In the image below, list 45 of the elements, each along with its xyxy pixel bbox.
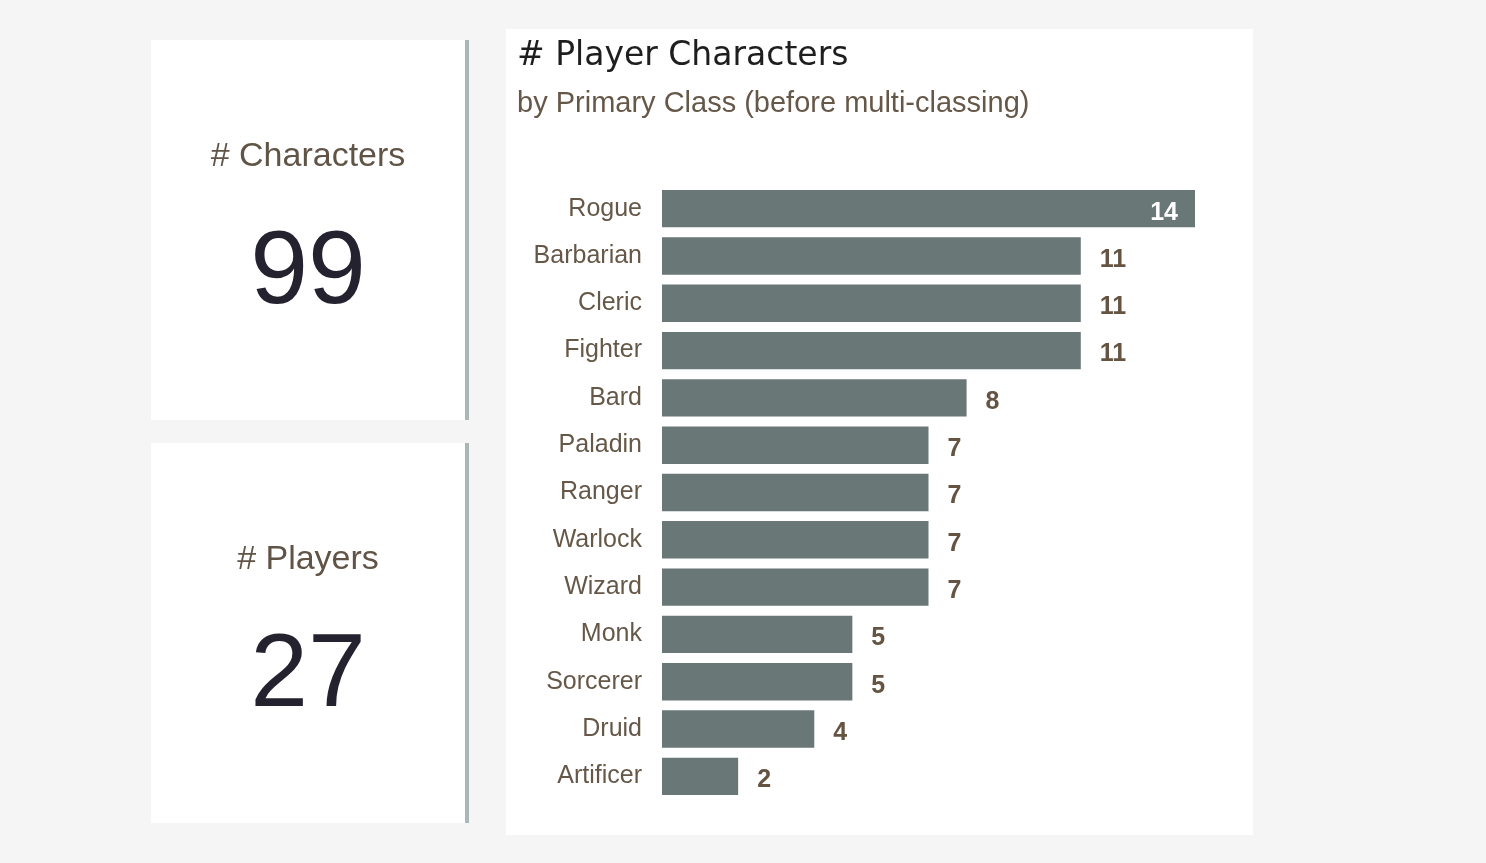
chart-title: # Player Characters — [517, 34, 849, 73]
data-label: 11 — [1099, 291, 1127, 320]
y-tick-label: Druid — [582, 712, 642, 741]
bar — [662, 663, 853, 701]
data-label: 11 — [1099, 338, 1127, 367]
bar — [662, 568, 929, 606]
data-label: 7 — [947, 433, 962, 462]
y-tick-label: Bard — [589, 381, 642, 410]
bar — [662, 757, 739, 796]
y-tick-label: Cleric — [578, 287, 642, 316]
text: # Characters — [209, 135, 407, 174]
bar — [662, 379, 967, 417]
y-tick-label: Rogue — [568, 192, 642, 221]
bar — [662, 615, 853, 654]
data-label: 7 — [947, 527, 962, 556]
y-tick-label: Sorcerer — [546, 665, 642, 694]
chart-subtitle: by Primary Class (before multi-classing) — [517, 86, 1030, 119]
text: # Players — [236, 538, 380, 577]
data-label: 5 — [871, 622, 886, 651]
data-label: 5 — [871, 669, 886, 698]
y-tick-label: Paladin — [558, 429, 642, 458]
bar — [662, 473, 929, 512]
bar — [662, 189, 1195, 228]
data-label: 14 — [1150, 196, 1179, 225]
y-tick-label: Barbarian — [533, 239, 642, 268]
bar — [662, 710, 815, 748]
text: 99 — [249, 209, 367, 325]
bar — [662, 284, 1081, 322]
y-tick-label: Monk — [580, 618, 643, 647]
bar — [662, 237, 1081, 275]
y-tick-label: Ranger — [560, 476, 642, 505]
y-tick-label: Warlock — [552, 523, 643, 552]
data-label: 2 — [757, 764, 772, 793]
bar — [662, 331, 1081, 370]
data-label: 7 — [947, 575, 962, 604]
bar — [662, 521, 929, 559]
text: 27 — [249, 612, 367, 728]
bar — [662, 426, 929, 464]
data-label: 11 — [1099, 243, 1127, 272]
y-tick-label: Wizard — [564, 571, 642, 600]
y-tick-label: Artificer — [557, 760, 642, 789]
data-label: 4 — [833, 716, 848, 745]
y-tick-label: Fighter — [564, 334, 642, 363]
data-label: 8 — [985, 385, 1000, 414]
data-label: 7 — [947, 480, 962, 509]
